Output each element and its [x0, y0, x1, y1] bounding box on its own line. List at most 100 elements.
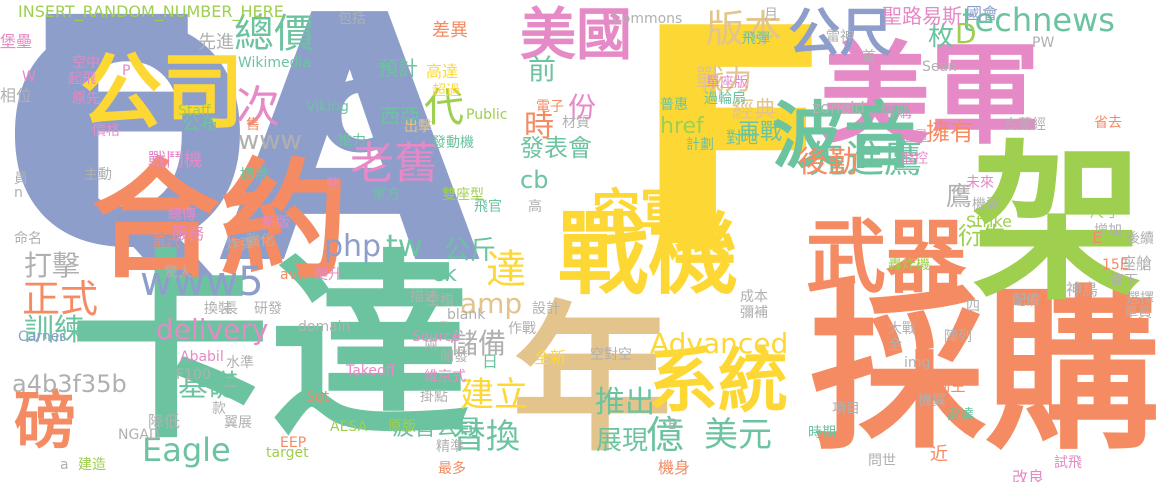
cloud-word: 建造: [78, 457, 106, 473]
cloud-word: 推出: [595, 385, 655, 420]
cloud-word: 波音公司: [392, 416, 481, 441]
cloud-word: 主動: [84, 167, 112, 183]
cloud-word: _blank: [440, 307, 486, 323]
cloud-word: technews: [962, 1, 1115, 39]
cloud-word: 電子: [536, 99, 564, 115]
cloud-word: 達: [486, 247, 526, 293]
cloud-word: img: [904, 355, 931, 371]
cloud-word: 枚: [928, 22, 955, 52]
cloud-word: 二: [224, 375, 238, 391]
cloud-word: tw: [386, 229, 423, 264]
cloud-word: 西亞: [380, 104, 420, 128]
cloud-word: 售: [246, 117, 260, 133]
cloud-word: 年: [512, 286, 673, 473]
cloud-word: 衍生: [958, 222, 1006, 250]
cloud-word: 正式: [22, 277, 99, 321]
cloud-word: 美元: [704, 415, 772, 455]
cloud-word: 制空: [934, 376, 967, 395]
cloud-word: 服務: [172, 224, 205, 243]
cloud-word: 座艙: [1120, 254, 1153, 273]
cloud-word: 近: [930, 444, 948, 465]
cloud-word: 爬升: [314, 267, 342, 283]
cloud-word: 配備: [1012, 293, 1040, 309]
cloud-word: 儲備: [450, 327, 507, 360]
cloud-word: 基礎: [178, 369, 238, 404]
cloud-word: 波音: [772, 94, 917, 178]
cloud-word: 陣列: [944, 329, 972, 345]
cloud-word: A: [218, 0, 482, 340]
cloud-word: delivery: [156, 313, 269, 346]
cloud-word: 擁有: [926, 118, 974, 146]
cloud-word: a: [60, 457, 69, 473]
cloud-word: 份: [568, 91, 597, 124]
cloud-word: 建立: [460, 375, 528, 415]
cloud-word: 空對空: [590, 347, 632, 363]
cloud-word: 後續: [1126, 231, 1154, 247]
cloud-word: 驚人: [164, 265, 192, 281]
cloud-word: P: [122, 63, 131, 79]
cloud-word: src: [394, 267, 415, 283]
cloud-word: 全: [888, 337, 902, 353]
cloud-word: 描述: [410, 289, 438, 305]
cloud-word: E: [1092, 228, 1103, 247]
cloud-word: 整: [326, 177, 340, 193]
cloud-word: amp: [460, 287, 523, 320]
cloud-word: 增加: [1094, 223, 1122, 239]
cloud-word: php: [324, 229, 382, 264]
cloud-word: 機翼: [972, 197, 1000, 213]
cloud-word: F: [632, 0, 837, 314]
cloud-word: 差異: [432, 20, 468, 41]
cloud-word: Eagle: [142, 431, 231, 469]
cloud-word: 推力: [338, 133, 366, 149]
cloud-word: 掛點: [420, 389, 448, 405]
cloud-word: 重量: [900, 129, 928, 145]
cloud-word: Carnes: [18, 329, 67, 345]
cloud-word: 材質: [562, 115, 590, 131]
cloud-word: 款: [212, 401, 226, 417]
cloud-word: 維京式: [424, 369, 466, 385]
cloud-word: 擴帶: [240, 167, 268, 183]
cloud-word: avw: [280, 267, 309, 283]
cloud-word: 戰力: [696, 63, 753, 96]
cloud-word: 單座版: [706, 75, 748, 91]
cloud-word: 省去: [1094, 115, 1122, 131]
cloud-word: 版本: [706, 7, 783, 51]
cloud-word: 鷹: [946, 182, 973, 212]
cloud-word: 合約: [92, 147, 349, 296]
cloud-word: 簽下: [1110, 273, 1138, 289]
cloud-word: 試飛: [1054, 455, 1082, 471]
cloud-word: 大戰: [888, 321, 916, 337]
cloud-word: domain: [298, 319, 351, 335]
cloud-word: www5: [140, 259, 264, 305]
cloud-word: 時: [524, 109, 554, 144]
cloud-word: 採購: [810, 271, 1160, 474]
cloud-word: 億: [646, 413, 685, 457]
cloud-word: 雷達: [946, 407, 974, 423]
cloud-word: zoneid: [812, 98, 865, 117]
cloud-word: 預計: [378, 56, 418, 80]
cloud-word: 炸彈: [226, 237, 254, 253]
cloud-word: 最多: [438, 461, 466, 477]
cloud-word: 神鳥: [1066, 280, 1099, 299]
cloud-word: 空中: [72, 55, 100, 71]
cloud-word: 轟炸機: [888, 257, 930, 273]
cloud-word: cb: [520, 166, 549, 194]
cloud-word: 架: [972, 126, 1143, 324]
cloud-word: 總價: [234, 11, 314, 57]
cloud-word: 訓練: [24, 313, 84, 348]
cloud-word: 超過: [432, 83, 460, 99]
cloud-word: 磅: [14, 384, 77, 457]
cloud-word: Sgt: [306, 389, 330, 405]
cloud-word: 公司: [80, 45, 245, 140]
cloud-word: 選擇: [1126, 291, 1154, 307]
cloud-word: 尺寸: [1090, 205, 1118, 221]
cloud-word: 換裝: [204, 301, 232, 317]
cloud-word: 計劃: [686, 137, 714, 153]
cloud-word: 機身: [658, 458, 691, 477]
cloud-word: 後勤: [798, 145, 858, 180]
cloud-word: Public: [466, 107, 508, 123]
cloud-word: 原版: [388, 419, 416, 435]
cloud-word: 公尺: [788, 4, 893, 64]
cloud-word: 國會: [966, 4, 999, 23]
cloud-word: 高達: [426, 62, 459, 81]
